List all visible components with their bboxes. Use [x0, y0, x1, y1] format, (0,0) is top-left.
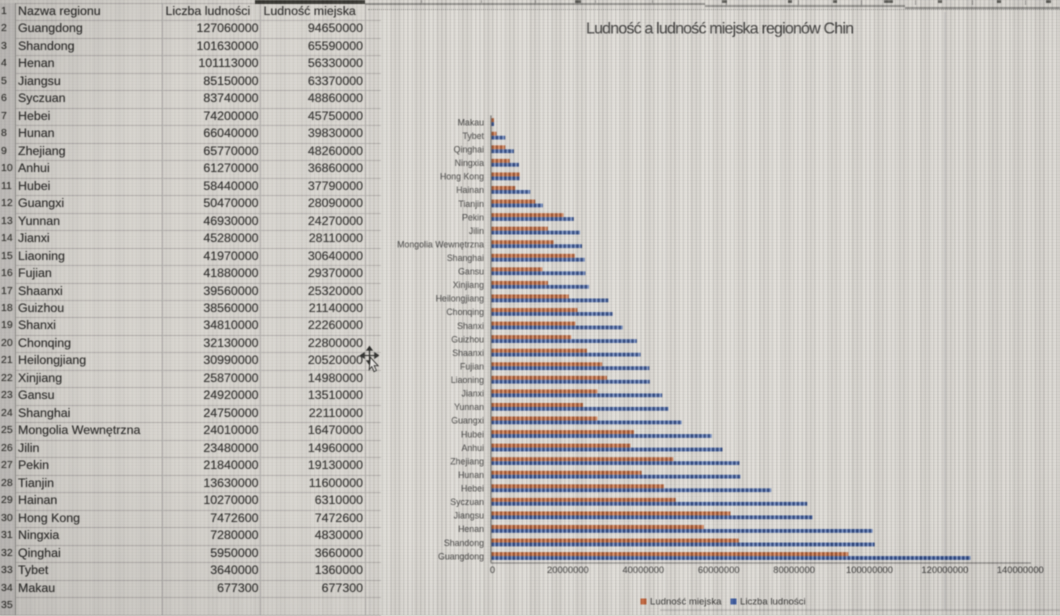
- svg-text:Yunnan: Yunnan: [454, 402, 484, 412]
- svg-text:60000000: 60000000: [698, 564, 740, 575]
- svg-text:Henan: Henan: [458, 524, 484, 534]
- svg-text:80000000: 80000000: [773, 564, 815, 575]
- svg-text:Hong Kong: Hong Kong: [440, 172, 484, 182]
- svg-text:Gansu: Gansu: [458, 267, 484, 277]
- svg-text:Hebei: Hebei: [461, 484, 484, 494]
- svg-text:Syczuan: Syczuan: [450, 497, 484, 507]
- svg-text:Hubei: Hubei: [461, 429, 484, 439]
- svg-text:Liaoning: Liaoning: [451, 375, 484, 385]
- svg-text:Jilin: Jilin: [469, 226, 484, 236]
- svg-text:Liczba ludności: Liczba ludności: [740, 597, 806, 608]
- svg-text:Guizhou: Guizhou: [451, 334, 484, 344]
- svg-text:0: 0: [490, 564, 495, 575]
- svg-text:Chonqing: Chonqing: [446, 307, 484, 317]
- svg-text:Fujian: Fujian: [460, 361, 484, 371]
- svg-text:Jiangsu: Jiangsu: [454, 511, 484, 521]
- svg-text:Ludność miejska: Ludność miejska: [650, 597, 722, 608]
- svg-text:Shanxi: Shanxi: [457, 321, 484, 331]
- svg-text:Tybet: Tybet: [462, 131, 484, 141]
- svg-text:Pekin: Pekin: [462, 212, 484, 222]
- svg-text:40000000: 40000000: [622, 564, 664, 575]
- svg-text:Ludność a ludność miejska regi: Ludność a ludność miejska regionów Chin: [586, 21, 854, 38]
- svg-text:Ningxia: Ningxia: [455, 158, 484, 168]
- svg-text:Heilongjiang: Heilongjiang: [436, 294, 485, 304]
- svg-text:Anhui: Anhui: [462, 443, 485, 453]
- svg-text:Tianjin: Tianjin: [458, 199, 484, 209]
- svg-text:Makau: Makau: [458, 117, 485, 127]
- svg-text:20000000: 20000000: [547, 564, 589, 575]
- svg-text:120000000: 120000000: [921, 564, 968, 575]
- svg-text:Shandong: Shandong: [444, 538, 484, 548]
- svg-text:Zhejiang: Zhejiang: [450, 456, 484, 466]
- svg-text:Jianxi: Jianxi: [462, 389, 485, 399]
- svg-text:Xinjiang: Xinjiang: [453, 280, 484, 290]
- svg-text:Mongolia Wewnętrzna: Mongolia Wewnętrzna: [397, 239, 484, 249]
- svg-text:140000000: 140000000: [997, 564, 1044, 575]
- svg-text:Hainan: Hainan: [456, 185, 484, 195]
- svg-text:Shaanxi: Shaanxi: [452, 348, 484, 358]
- svg-text:100000000: 100000000: [846, 564, 893, 575]
- svg-text:Hunan: Hunan: [458, 470, 484, 480]
- svg-text:Guangdong: Guangdong: [438, 551, 484, 561]
- svg-text:Qinghai: Qinghai: [454, 145, 484, 155]
- svg-text:Shanghai: Shanghai: [447, 253, 484, 263]
- svg-text:Guangxi: Guangxi: [451, 416, 484, 426]
